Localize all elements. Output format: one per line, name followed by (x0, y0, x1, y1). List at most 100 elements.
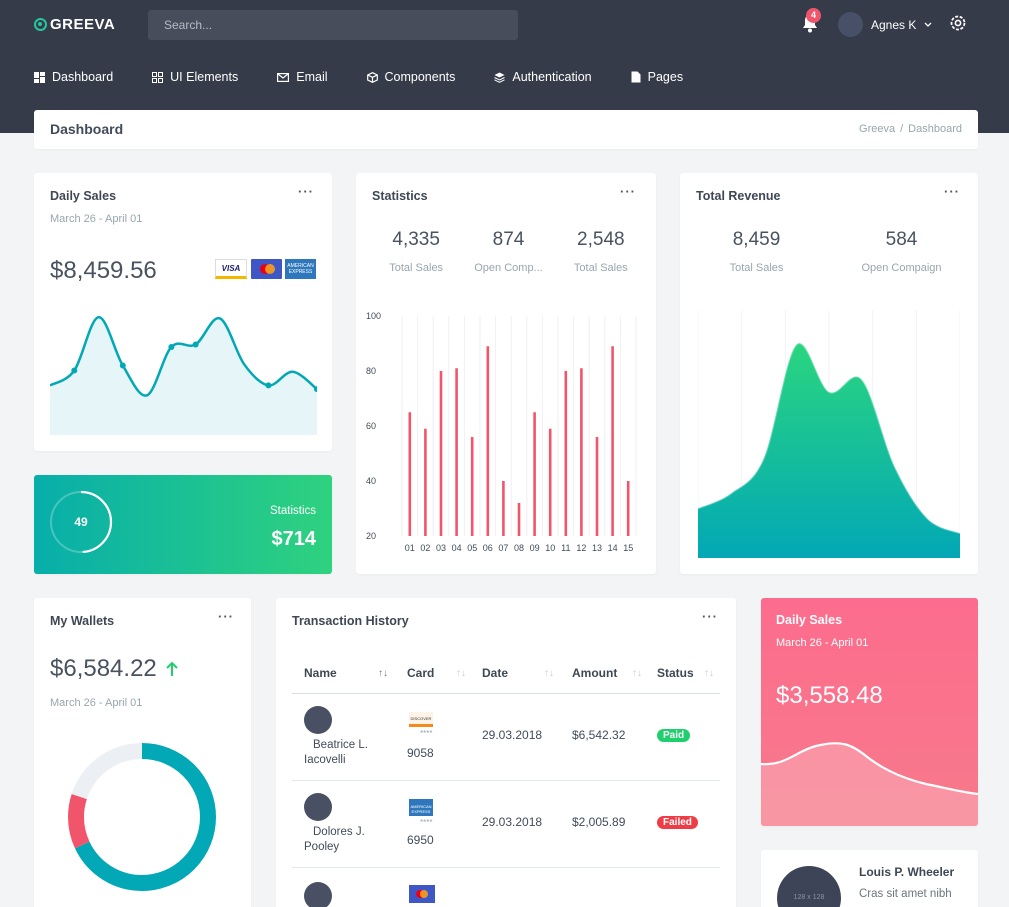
sales-point (265, 382, 272, 389)
table-row[interactable]: Dolores J. Pooley AMERICAN EXPRESS **** … (292, 781, 720, 868)
visa-icon: VISA (215, 259, 247, 279)
y-tick-label: 60 (366, 421, 376, 431)
x-tick-label: 05 (467, 543, 477, 553)
sales-amount: $8,459.56 (50, 257, 157, 284)
brand-logo[interactable]: GREEVA (34, 16, 115, 33)
x-tick-label: 07 (498, 543, 508, 553)
bar (626, 481, 630, 536)
avatar: 128 x 128 (777, 866, 841, 907)
email-icon (277, 72, 290, 82)
nav-item-pages[interactable]: Pages (631, 70, 683, 84)
nav-item-dashboard[interactable]: Dashboard (34, 70, 113, 84)
stat-label: Open Compaign (861, 262, 942, 274)
stat-label: Open Comp... (474, 262, 543, 274)
nav-item-components[interactable]: Components (366, 70, 455, 84)
column-label: Date (482, 666, 509, 680)
x-tick-label: 12 (576, 543, 586, 553)
transaction-amount: $2,005.89 (572, 815, 626, 829)
x-tick-label: 03 (436, 543, 446, 553)
column-header-name[interactable]: Name (304, 666, 337, 680)
nav-label: UI Elements (170, 70, 239, 84)
progress-value: 49 (74, 515, 88, 529)
main-nav: Dashboard UI Elements Email Components A… (34, 70, 722, 84)
logo-icon (34, 18, 47, 31)
amex-text: AMERICAN EXPRESS (287, 263, 314, 275)
bar (502, 481, 505, 536)
card-title: Daily Sales (776, 613, 843, 627)
column-header-date[interactable]: Date (482, 666, 508, 680)
nav-item-email[interactable]: Email (277, 70, 328, 84)
status-badge: Paid (657, 729, 691, 742)
avatar (304, 793, 332, 821)
daily-sales-chart (50, 315, 317, 435)
column-header-card[interactable]: Card (407, 666, 434, 680)
x-tick-label: 02 (420, 543, 430, 553)
card-mask: **** (420, 729, 433, 738)
y-tick-label: 20 (366, 531, 376, 541)
bar (595, 437, 599, 536)
bar (548, 428, 552, 536)
x-tick-label: 01 (405, 543, 415, 553)
status-badge: Failed (657, 816, 698, 829)
components-icon (366, 71, 378, 83)
sort-icon[interactable]: ↑↓ (704, 668, 714, 679)
profile-text: Cras sit amet nibh (859, 888, 952, 900)
nav-item-ui-elements[interactable]: UI Elements (152, 70, 238, 84)
bar (533, 412, 536, 536)
stats-row: 8,459 Total Sales 584 Open Compaign (684, 229, 974, 274)
sort-icon[interactable]: ↑↓ (456, 668, 466, 679)
column-label: Amount (572, 666, 618, 680)
statistics-card: Statistics ··· 4,335 Total Sales 874 Ope… (356, 173, 656, 574)
visa-text: VISA (221, 263, 241, 273)
user-menu[interactable]: Agnes K (838, 12, 932, 37)
progress-arc (49, 490, 113, 554)
date-range: March 26 - April 01 (50, 697, 143, 709)
bar (580, 368, 583, 536)
column-label: Name (304, 666, 337, 680)
column-label: Card (407, 666, 435, 680)
breadcrumb-link[interactable]: Greeva (859, 123, 896, 135)
total-revenue-card: Total Revenue ··· 8,459 Total Sales 584 … (680, 173, 978, 574)
stat-item: 2,548 Total Sales (555, 229, 647, 274)
sort-icon[interactable]: ↑↓ (632, 668, 642, 679)
sort-icon[interactable]: ↑↓ (378, 668, 388, 679)
transaction-history-card: Transaction History ··· Name ↑↓ Card ↑↓ … (276, 598, 736, 907)
donut-slice (68, 743, 216, 891)
avatar (304, 882, 332, 907)
revenue-line (698, 342, 960, 535)
sales-point (119, 362, 126, 369)
column-header-status[interactable]: Status (657, 666, 694, 680)
column-label: Status (657, 666, 694, 680)
card-menu-button[interactable]: ··· (298, 184, 314, 199)
discover-icon: DISCOVER (409, 712, 433, 727)
table-row[interactable] (292, 868, 720, 907)
transaction-amount: $6,542.32 (572, 728, 626, 742)
nav-label: Email (296, 70, 328, 84)
wallets-card: My Wallets ··· $6,584.22 March 26 - Apri… (34, 598, 251, 907)
stat-item: 584 Open Compaign (829, 229, 974, 274)
column-header-amount[interactable]: Amount (572, 666, 617, 680)
bar (486, 346, 490, 536)
x-tick-label: 08 (514, 543, 524, 553)
search-input[interactable] (148, 10, 518, 40)
customer-name: Beatrice L. Iacovelli (304, 739, 368, 766)
stat-label: Total Sales (729, 262, 784, 274)
daily-sales-pink-card: Daily Sales March 26 - April 01 $3,558.4… (761, 598, 978, 826)
card-menu-button[interactable]: ··· (218, 609, 234, 624)
date-range: March 26 - April 01 (776, 637, 869, 649)
bar (439, 371, 443, 536)
card-menu-button[interactable]: ··· (620, 184, 636, 199)
date-range: March 26 - April 01 (50, 213, 143, 225)
stat-value: 2,548 (577, 229, 625, 250)
card-menu-button[interactable]: ··· (702, 609, 718, 624)
nav-item-authentication[interactable]: Authentication (494, 70, 592, 84)
table-row[interactable]: Beatrice L. Iacovelli DISCOVER **** 9058… (292, 694, 720, 781)
card-title: Transaction History (292, 614, 409, 628)
card-menu-button[interactable]: ··· (944, 184, 960, 199)
transaction-date: 29.03.2018 (482, 728, 543, 742)
y-tick-label: 40 (366, 476, 376, 486)
sort-icon[interactable]: ↑↓ (544, 668, 554, 679)
x-tick-label: 10 (545, 543, 555, 553)
gear-icon[interactable] (948, 13, 968, 33)
wallet-amount: $6,584.22 (50, 655, 157, 682)
